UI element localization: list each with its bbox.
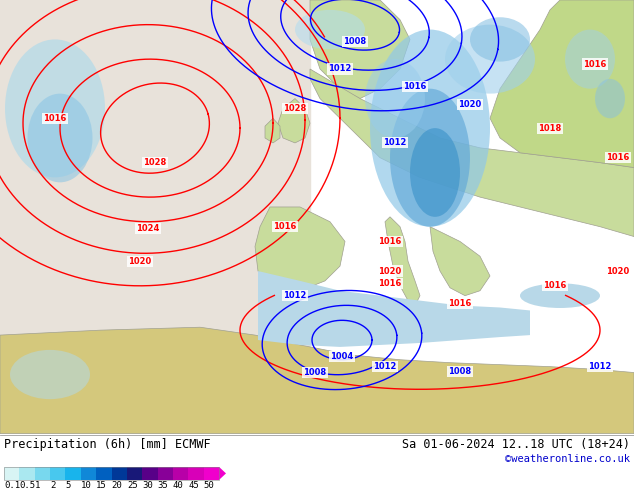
Ellipse shape <box>10 350 90 399</box>
Bar <box>65 467 81 480</box>
Ellipse shape <box>470 17 530 62</box>
Polygon shape <box>430 227 490 295</box>
Text: 1016: 1016 <box>43 114 67 123</box>
Text: 1018: 1018 <box>538 123 562 133</box>
Bar <box>142 467 158 480</box>
Text: 1020: 1020 <box>378 267 401 275</box>
Text: 1016: 1016 <box>583 60 607 69</box>
Text: 1024: 1024 <box>136 224 160 233</box>
Text: 1012: 1012 <box>283 291 307 300</box>
Ellipse shape <box>365 59 425 138</box>
Bar <box>96 467 112 480</box>
Text: 10: 10 <box>81 481 91 490</box>
Text: 30: 30 <box>142 481 153 490</box>
Text: Sa 01-06-2024 12..18 UTC (18+24): Sa 01-06-2024 12..18 UTC (18+24) <box>402 438 630 451</box>
Text: 0.1: 0.1 <box>4 481 20 490</box>
Polygon shape <box>490 0 634 168</box>
Ellipse shape <box>370 29 490 227</box>
Polygon shape <box>265 118 280 143</box>
Text: 1016: 1016 <box>606 153 630 162</box>
Bar <box>20 467 35 480</box>
Text: 1028: 1028 <box>283 104 307 113</box>
Ellipse shape <box>410 128 460 217</box>
Text: Precipitation (6h) [mm] ECMWF: Precipitation (6h) [mm] ECMWF <box>4 438 210 451</box>
Polygon shape <box>310 69 634 237</box>
Text: 1020: 1020 <box>606 267 630 275</box>
Bar <box>4 467 20 480</box>
Bar <box>173 467 188 480</box>
Ellipse shape <box>27 94 93 182</box>
Ellipse shape <box>445 24 535 94</box>
Text: 1012: 1012 <box>328 65 352 74</box>
Text: 1008: 1008 <box>344 37 366 46</box>
Bar <box>35 467 50 480</box>
Bar <box>188 467 204 480</box>
Bar <box>4 467 219 480</box>
Ellipse shape <box>565 29 615 89</box>
Text: 1016: 1016 <box>543 281 567 290</box>
Polygon shape <box>219 467 226 480</box>
Text: 2: 2 <box>50 481 55 490</box>
Text: 1016: 1016 <box>273 222 297 231</box>
Text: 40: 40 <box>173 481 184 490</box>
Text: 1008: 1008 <box>448 367 472 376</box>
Bar <box>158 467 173 480</box>
Text: ©weatheronline.co.uk: ©weatheronline.co.uk <box>505 454 630 464</box>
Text: 1016: 1016 <box>448 299 472 308</box>
Polygon shape <box>278 98 310 143</box>
Text: 1016: 1016 <box>378 279 402 288</box>
Text: 1: 1 <box>35 481 40 490</box>
Ellipse shape <box>295 10 365 49</box>
Polygon shape <box>0 0 310 434</box>
Text: 25: 25 <box>127 481 138 490</box>
Bar <box>81 467 96 480</box>
Bar <box>50 467 65 480</box>
Ellipse shape <box>520 283 600 308</box>
Text: 1012: 1012 <box>384 138 406 147</box>
Ellipse shape <box>595 79 625 118</box>
Polygon shape <box>310 0 410 98</box>
Text: 1016: 1016 <box>378 237 402 246</box>
Text: 1020: 1020 <box>128 257 152 266</box>
Text: 50: 50 <box>204 481 214 490</box>
Text: 0.5: 0.5 <box>20 481 36 490</box>
Polygon shape <box>255 207 345 291</box>
Text: 1028: 1028 <box>143 158 167 167</box>
Ellipse shape <box>390 89 470 227</box>
Text: 1004: 1004 <box>330 352 354 361</box>
Text: 15: 15 <box>96 481 107 490</box>
Polygon shape <box>258 271 530 347</box>
Bar <box>127 467 142 480</box>
Text: 1008: 1008 <box>304 368 327 377</box>
Text: 35: 35 <box>158 481 168 490</box>
Text: 45: 45 <box>188 481 199 490</box>
Text: 5: 5 <box>65 481 71 490</box>
Polygon shape <box>385 217 420 306</box>
Text: 20: 20 <box>112 481 122 490</box>
Polygon shape <box>0 327 634 434</box>
Text: 1012: 1012 <box>373 362 397 371</box>
Text: 1012: 1012 <box>588 362 612 371</box>
Bar <box>204 467 219 480</box>
Bar <box>112 467 127 480</box>
Text: 1020: 1020 <box>458 100 482 109</box>
Ellipse shape <box>5 39 105 177</box>
Text: 1016: 1016 <box>403 82 427 91</box>
